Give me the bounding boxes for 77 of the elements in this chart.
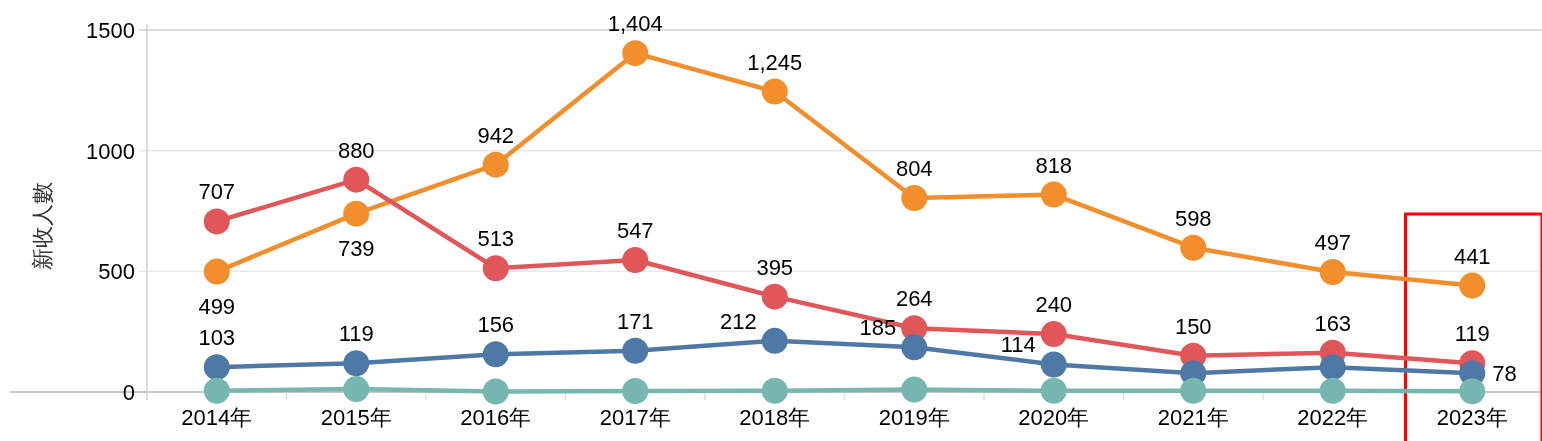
point [901, 376, 928, 403]
data-label: 119 [338, 321, 374, 347]
point [482, 378, 509, 405]
data-label: 598 [1174, 205, 1212, 231]
point [1319, 377, 1346, 404]
data-label: 264 [895, 286, 933, 312]
data-label: 114 [1000, 332, 1036, 358]
point [1459, 378, 1486, 405]
point [343, 376, 370, 403]
data-label: 212 [720, 308, 757, 334]
y-tick-label: 1000 [86, 138, 135, 164]
point [1180, 234, 1207, 261]
point [901, 184, 928, 211]
x-tick-label: 2021年 [1157, 405, 1229, 430]
point [203, 354, 230, 381]
point [622, 337, 649, 364]
y-tick-label: 1500 [86, 18, 135, 43]
y-tick-label: 500 [98, 259, 135, 285]
point [761, 78, 788, 105]
point [1040, 181, 1067, 208]
data-label: 150 [1174, 313, 1212, 339]
point [622, 246, 649, 273]
point [901, 334, 928, 361]
data-label: 818 [1035, 152, 1073, 178]
point [1319, 259, 1346, 286]
y-axis-title: 新收人數 [30, 182, 55, 270]
data-label: 441 [1453, 243, 1491, 269]
point [1040, 377, 1067, 404]
data-label: 103 [198, 325, 236, 351]
point [622, 378, 649, 405]
x-tick-label: 2016年 [460, 405, 532, 430]
point [1459, 272, 1486, 299]
point [482, 255, 509, 282]
x-tick-label: 2018年 [739, 405, 811, 430]
data-label: 171 [616, 308, 654, 334]
data-label: 119 [1454, 321, 1490, 347]
x-tick-label: 2023年 [1436, 405, 1508, 430]
point [203, 377, 230, 404]
data-label: 513 [477, 226, 515, 252]
point [761, 283, 788, 310]
point [343, 200, 370, 227]
data-label: 163 [1314, 310, 1352, 336]
data-label: 739 [337, 235, 375, 261]
point [761, 327, 788, 354]
point [343, 350, 370, 377]
x-tick-label: 2020年 [1018, 405, 1090, 430]
data-label: 185 [859, 315, 897, 341]
point [1180, 377, 1207, 404]
point [203, 258, 230, 285]
point [482, 341, 509, 368]
data-label: 707 [198, 179, 236, 205]
y-tick-label: 0 [122, 380, 135, 405]
point [1040, 321, 1067, 348]
data-label: 240 [1035, 292, 1073, 318]
point [203, 208, 230, 235]
point [1319, 354, 1346, 381]
x-tick-label: 2019年 [878, 405, 950, 430]
data-label: 880 [337, 137, 375, 163]
data-label: 547 [616, 217, 654, 243]
x-tick-label: 2017年 [599, 405, 671, 430]
data-label: 942 [477, 122, 515, 148]
x-tick-label: 2014年 [181, 405, 253, 430]
x-tick-label: 2022年 [1297, 405, 1369, 430]
data-label: 156 [477, 312, 515, 338]
data-label: 804 [895, 155, 933, 181]
data-label: 78 [1492, 361, 1517, 387]
point [343, 166, 370, 193]
data-label: 1,404 [607, 11, 663, 37]
data-label: 1,245 [747, 49, 803, 75]
point [1040, 351, 1067, 378]
point [622, 40, 649, 67]
point [761, 377, 788, 404]
data-label: 395 [756, 254, 794, 280]
data-label: 499 [198, 293, 236, 319]
x-tick-label: 2015年 [320, 405, 392, 430]
point [482, 151, 509, 178]
data-label: 497 [1314, 230, 1352, 256]
